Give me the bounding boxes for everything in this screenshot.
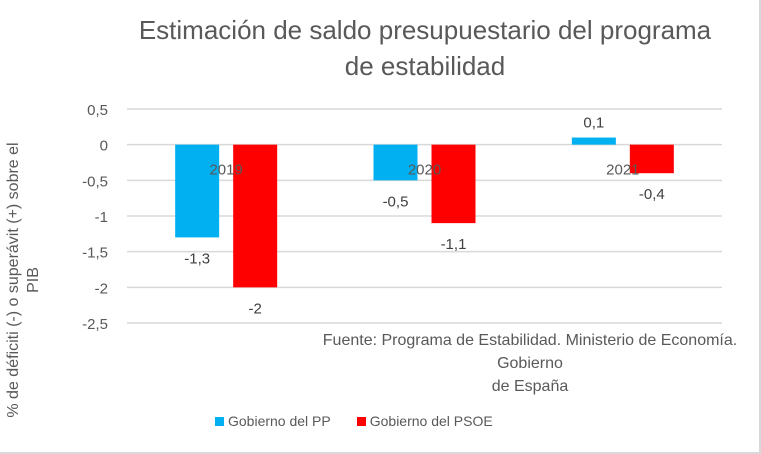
legend-label-psoe: Gobierno del PSOE xyxy=(369,413,493,429)
y-tick-label: 0,5 xyxy=(87,102,108,119)
x-category-label: 2020 xyxy=(408,162,441,179)
chart-title-line-2: de estabilidad xyxy=(344,51,506,81)
data-label: -0,4 xyxy=(639,186,665,203)
x-category-label: 2019 xyxy=(209,162,242,179)
data-label: 0,1 xyxy=(583,115,604,132)
legend-item-psoe: Gobierno del PSOE xyxy=(356,413,493,429)
bar-psoe-2019 xyxy=(233,144,278,288)
y-tick-label: -1 xyxy=(95,209,108,226)
data-label: -2 xyxy=(248,300,261,317)
source-line-2: de España xyxy=(491,378,569,395)
chart-title: Estimación de saldo presupuestario del p… xyxy=(90,12,760,84)
y-tick-label: -0,5 xyxy=(82,173,108,190)
x-axis-label-source: Fuente: Programa de Estabilidad. Ministe… xyxy=(320,329,740,398)
legend-swatch-pp xyxy=(215,416,224,426)
y-tick-label: -2,5 xyxy=(82,316,108,333)
bar-pp-2020 xyxy=(373,144,418,181)
legend-label-pp: Gobierno del PP xyxy=(228,413,331,429)
y-tick-label: -1,5 xyxy=(82,245,108,262)
data-label: -0,5 xyxy=(383,193,409,210)
legend: Gobierno del PP Gobierno del PSOE xyxy=(215,413,519,429)
bar-psoe-2021 xyxy=(629,144,674,174)
bar-psoe-2020 xyxy=(431,144,476,224)
legend-item-pp: Gobierno del PP xyxy=(215,413,331,429)
data-label: -1,1 xyxy=(441,236,467,253)
x-category-label: 2021 xyxy=(606,162,639,179)
chart-title-line-1: Estimación de saldo presupuestario del p… xyxy=(138,15,712,45)
y-tick-label: 0 xyxy=(100,138,108,155)
bar-pp-2021 xyxy=(571,137,616,145)
source-line-1: Fuente: Programa de Estabilidad. Ministe… xyxy=(322,332,738,372)
data-label: -1,3 xyxy=(184,250,210,267)
legend-swatch-psoe xyxy=(356,416,366,426)
bar-pp-2019 xyxy=(175,144,220,238)
y-tick-label: -2 xyxy=(95,280,108,297)
